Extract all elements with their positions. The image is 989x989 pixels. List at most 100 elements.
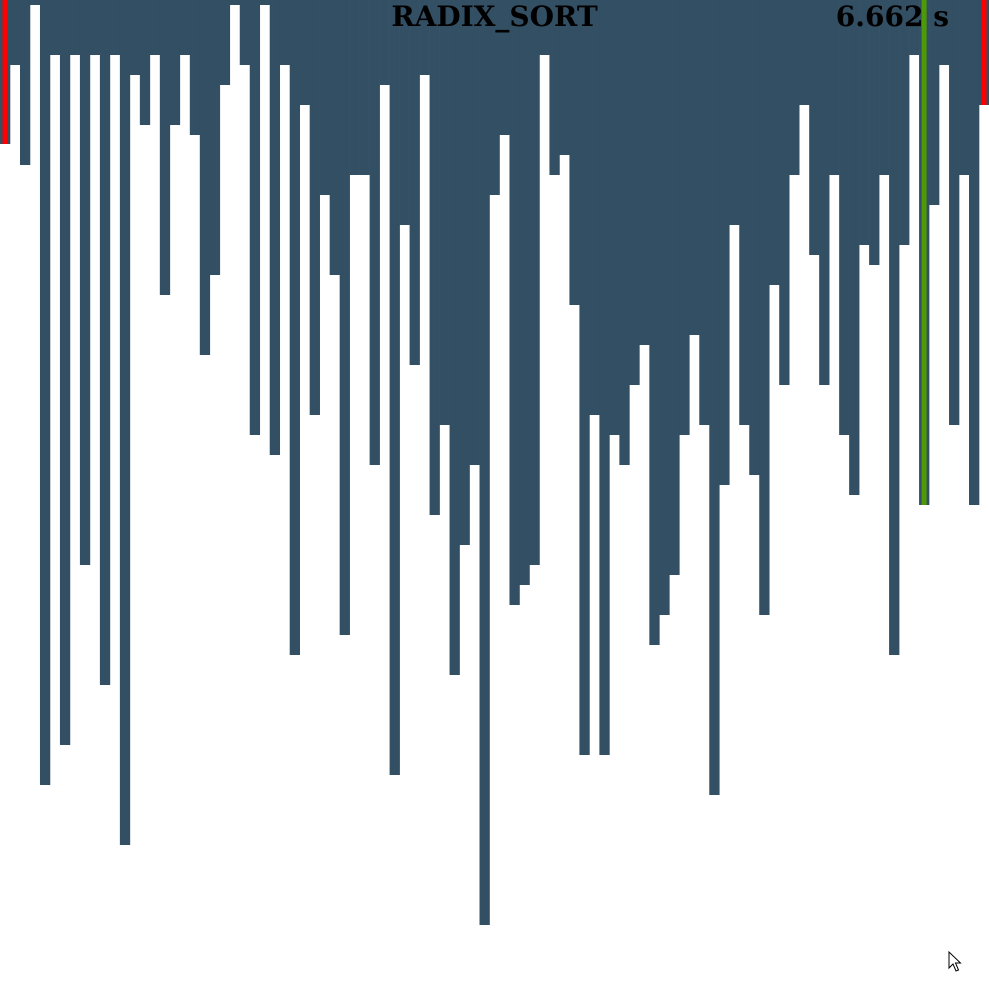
bar (439, 0, 450, 425)
bar (749, 0, 760, 475)
bar (9, 0, 21, 65)
bar-compare (2, 0, 8, 144)
bar (689, 0, 700, 335)
bar (459, 0, 470, 545)
bar (609, 0, 620, 435)
bar (269, 0, 281, 455)
bar (129, 0, 141, 75)
bar (519, 0, 530, 585)
bar (829, 0, 840, 175)
bar (249, 0, 261, 435)
bar (89, 0, 101, 55)
bar (489, 0, 500, 195)
elapsed-time: 6.662 s (835, 0, 949, 33)
bar (699, 0, 710, 425)
bar (199, 0, 211, 355)
bar (49, 0, 61, 55)
bar (909, 0, 920, 55)
bar (849, 0, 860, 495)
bar (569, 0, 580, 305)
bar (509, 0, 520, 605)
bar (409, 0, 420, 365)
bar (289, 0, 300, 655)
bar-current (921, 0, 927, 505)
bar (229, 0, 241, 5)
bar (859, 0, 870, 245)
bar (149, 0, 161, 55)
bar (639, 0, 650, 345)
algorithm-title: RADIX_SORT (391, 0, 598, 33)
bar (119, 0, 131, 845)
bar-compare (981, 0, 987, 105)
bar (19, 0, 31, 165)
bar (949, 0, 960, 425)
bar (929, 0, 940, 205)
bar (599, 0, 610, 755)
bar (729, 0, 740, 225)
bar (939, 0, 950, 65)
bar (29, 0, 41, 5)
bar (529, 0, 540, 565)
bar (469, 0, 480, 465)
bar (589, 0, 600, 415)
bar (399, 0, 410, 225)
bar (899, 0, 910, 245)
bar (969, 0, 980, 505)
bar (219, 0, 231, 85)
bar (279, 0, 291, 65)
bar (379, 0, 390, 85)
bar (169, 0, 181, 125)
bar (869, 0, 880, 265)
bar (739, 0, 750, 425)
bar (239, 0, 251, 65)
bar (259, 0, 271, 5)
bar (559, 0, 570, 155)
bar (959, 0, 970, 175)
bar (449, 0, 460, 675)
bar (429, 0, 440, 515)
bar (59, 0, 71, 745)
bar (789, 0, 800, 175)
bar (99, 0, 111, 685)
bar (299, 0, 310, 105)
bar (809, 0, 820, 255)
bar (419, 0, 430, 75)
mouse-pointer-icon (948, 951, 962, 972)
bar (819, 0, 830, 385)
bar (799, 0, 810, 105)
bar (189, 0, 201, 135)
bar (39, 0, 51, 785)
bar (319, 0, 330, 195)
bar (579, 0, 590, 755)
bar (629, 0, 640, 385)
bar (719, 0, 730, 485)
bar (179, 0, 191, 55)
bar (69, 0, 81, 55)
bar (79, 0, 91, 565)
bar (879, 0, 890, 175)
bar (679, 0, 690, 435)
bar (339, 0, 350, 635)
bar (619, 0, 630, 465)
bar (649, 0, 660, 645)
bar (889, 0, 900, 655)
bar (779, 0, 790, 385)
bar (209, 0, 221, 275)
bar (329, 0, 340, 275)
bar (539, 0, 550, 55)
bar (139, 0, 151, 125)
bar (159, 0, 171, 295)
bar (309, 0, 320, 415)
bar (359, 0, 370, 175)
bar (549, 0, 560, 175)
bar (109, 0, 121, 55)
bar (759, 0, 770, 615)
bar (659, 0, 670, 615)
bar (369, 0, 380, 465)
bar (709, 0, 720, 795)
bar (839, 0, 850, 435)
bar (349, 0, 360, 175)
bar (499, 0, 510, 135)
bar (669, 0, 680, 575)
